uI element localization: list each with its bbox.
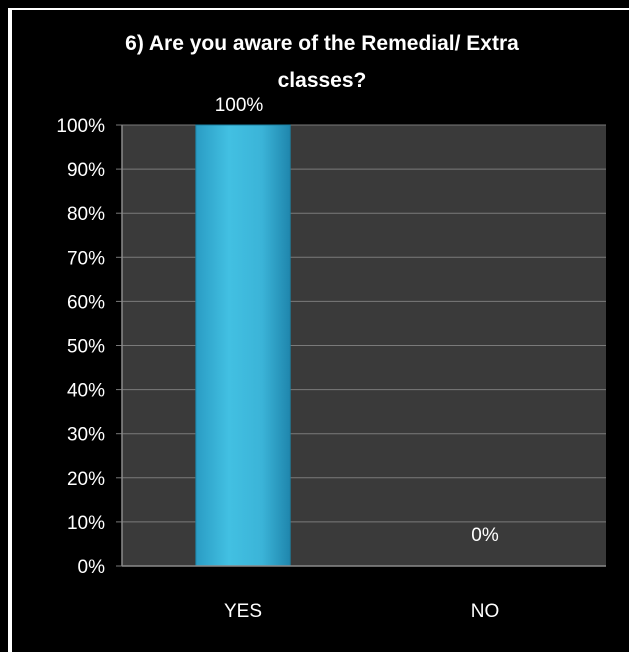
top-border-line: [8, 8, 629, 10]
y-tick-label: 10%: [67, 513, 105, 534]
x-tick-label-yes: YES: [224, 601, 262, 622]
y-axis-tick-labels: 0% 10% 20% 30% 40% 50% 60% 70% 80% 90% 100%: [56, 116, 105, 578]
y-tick-label: 30%: [67, 425, 105, 446]
y-tick-label: 0%: [78, 557, 106, 578]
chart-title-line-1: 6) Are you aware of the Remedial/ Extra: [125, 32, 519, 55]
y-tick-label: 80%: [67, 204, 105, 225]
x-tick-label-no: NO: [471, 601, 500, 622]
y-tick-label: 40%: [67, 381, 105, 402]
x-axis-tick-labels: YES NO: [224, 601, 499, 622]
data-label-yes: 100%: [215, 95, 264, 116]
y-tick-label: 50%: [67, 337, 105, 358]
data-label-no: 0%: [471, 525, 499, 546]
left-border-line: [8, 8, 12, 652]
axes: [121, 125, 606, 567]
chart-title-line-2: classes?: [278, 69, 367, 92]
y-tick-label: 60%: [67, 292, 105, 313]
y-tick-label: 100%: [56, 116, 105, 137]
y-tick-label: 20%: [67, 469, 105, 490]
y-tick-label: 90%: [67, 160, 105, 181]
bar-yes: [195, 124, 291, 567]
data-labels: 100% 0%: [215, 95, 499, 546]
y-tick-label: 70%: [67, 248, 105, 269]
bars: [195, 124, 291, 567]
